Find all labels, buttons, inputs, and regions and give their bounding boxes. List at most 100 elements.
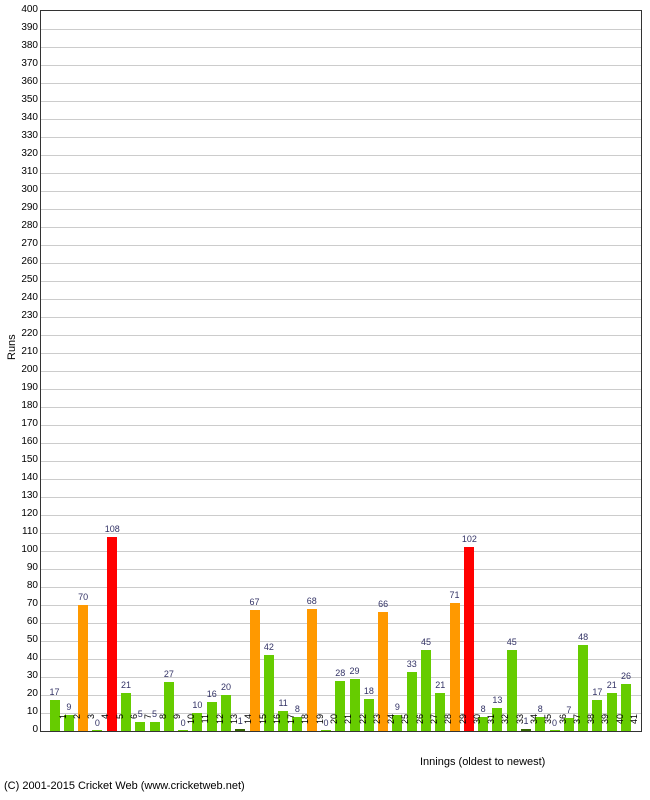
y-tick-label: 80: [8, 581, 38, 591]
x-tick-label: 27: [429, 714, 439, 732]
bar-innings-15: [250, 610, 260, 731]
bar-value-label: 48: [576, 632, 590, 642]
x-tick-label: 16: [272, 714, 282, 732]
x-tick-label: 40: [615, 714, 625, 732]
gridline: [41, 461, 641, 462]
gridline: [41, 281, 641, 282]
y-tick-label: 0: [8, 725, 38, 735]
bar-value-label: 68: [305, 596, 319, 606]
x-tick-label: 29: [458, 714, 468, 732]
bar-value-label: 8: [290, 704, 304, 714]
bar-value-label: 11: [276, 698, 290, 708]
gridline: [41, 389, 641, 390]
bar-value-label: 67: [248, 597, 262, 607]
y-tick-label: 400: [8, 5, 38, 15]
x-tick-label: 17: [286, 714, 296, 732]
x-tick-label: 4: [100, 714, 110, 732]
x-tick-label: 19: [315, 714, 325, 732]
bar-value-label: 9: [390, 702, 404, 712]
gridline: [41, 659, 641, 660]
y-tick-label: 290: [8, 203, 38, 213]
x-tick-label: 13: [229, 714, 239, 732]
bar-value-label: 45: [505, 637, 519, 647]
x-tick-label: 32: [500, 714, 510, 732]
bar-value-label: 21: [605, 680, 619, 690]
x-tick-label: 24: [386, 714, 396, 732]
copyright-text: (C) 2001-2015 Cricket Web (www.cricketwe…: [4, 780, 245, 792]
y-tick-label: 370: [8, 59, 38, 69]
bar-value-label: 66: [376, 599, 390, 609]
gridline: [41, 551, 641, 552]
gridline: [41, 335, 641, 336]
x-tick-label: 41: [629, 714, 639, 732]
x-tick-label: 6: [129, 714, 139, 732]
gridline: [41, 101, 641, 102]
gridline: [41, 443, 641, 444]
gridline: [41, 353, 641, 354]
x-tick-label: 37: [572, 714, 582, 732]
gridline: [41, 119, 641, 120]
x-tick-label: 11: [200, 714, 210, 732]
y-tick-label: 350: [8, 95, 38, 105]
gridline: [41, 173, 641, 174]
y-tick-label: 250: [8, 275, 38, 285]
y-tick-label: 160: [8, 437, 38, 447]
bar-value-label: 16: [205, 689, 219, 699]
gridline: [41, 245, 641, 246]
y-tick-label: 10: [8, 707, 38, 717]
y-tick-label: 310: [8, 167, 38, 177]
y-tick-label: 320: [8, 149, 38, 159]
x-tick-label: 33: [515, 714, 525, 732]
x-tick-label: 31: [486, 714, 496, 732]
bar-innings-19: [307, 609, 317, 731]
y-tick-label: 140: [8, 473, 38, 483]
y-tick-label: 120: [8, 509, 38, 519]
gridline: [41, 83, 641, 84]
x-tick-label: 7: [143, 714, 153, 732]
x-tick-label: 38: [586, 714, 596, 732]
x-tick-label: 8: [158, 714, 168, 732]
gridline: [41, 569, 641, 570]
gridline: [41, 533, 641, 534]
gridline: [41, 191, 641, 192]
gridline: [41, 515, 641, 516]
x-tick-label: 39: [600, 714, 610, 732]
y-tick-label: 150: [8, 455, 38, 465]
bar-value-label: 45: [419, 637, 433, 647]
bar-value-label: 10: [190, 700, 204, 710]
x-tick-label: 2: [72, 714, 82, 732]
gridline: [41, 497, 641, 498]
bar-value-label: 9: [62, 702, 76, 712]
plot-area: 1797001082155270101620167421186802829186…: [40, 10, 642, 732]
y-tick-label: 70: [8, 599, 38, 609]
y-tick-label: 300: [8, 185, 38, 195]
y-tick-label: 20: [8, 689, 38, 699]
bar-value-label: 18: [362, 686, 376, 696]
y-tick-label: 30: [8, 671, 38, 681]
bar-value-label: 70: [76, 592, 90, 602]
x-tick-label: 22: [358, 714, 368, 732]
gridline: [41, 641, 641, 642]
bar-value-label: 71: [448, 590, 462, 600]
y-tick-label: 230: [8, 311, 38, 321]
y-tick-label: 50: [8, 635, 38, 645]
gridline: [41, 407, 641, 408]
y-tick-label: 390: [8, 23, 38, 33]
bar-value-label: 21: [433, 680, 447, 690]
x-tick-label: 35: [543, 714, 553, 732]
x-tick-label: 23: [372, 714, 382, 732]
bar-innings-29: [450, 603, 460, 731]
bar-value-label: 17: [48, 687, 62, 697]
y-tick-label: 270: [8, 239, 38, 249]
x-tick-label: 12: [215, 714, 225, 732]
x-tick-label: 36: [558, 714, 568, 732]
bar-value-label: 29: [348, 666, 362, 676]
y-tick-label: 280: [8, 221, 38, 231]
gridline: [41, 47, 641, 48]
gridline: [41, 227, 641, 228]
x-tick-label: 15: [258, 714, 268, 732]
x-axis-label: Innings (oldest to newest): [420, 756, 545, 768]
gridline: [41, 299, 641, 300]
x-tick-label: 1: [58, 714, 68, 732]
bar-innings-30: [464, 547, 474, 731]
